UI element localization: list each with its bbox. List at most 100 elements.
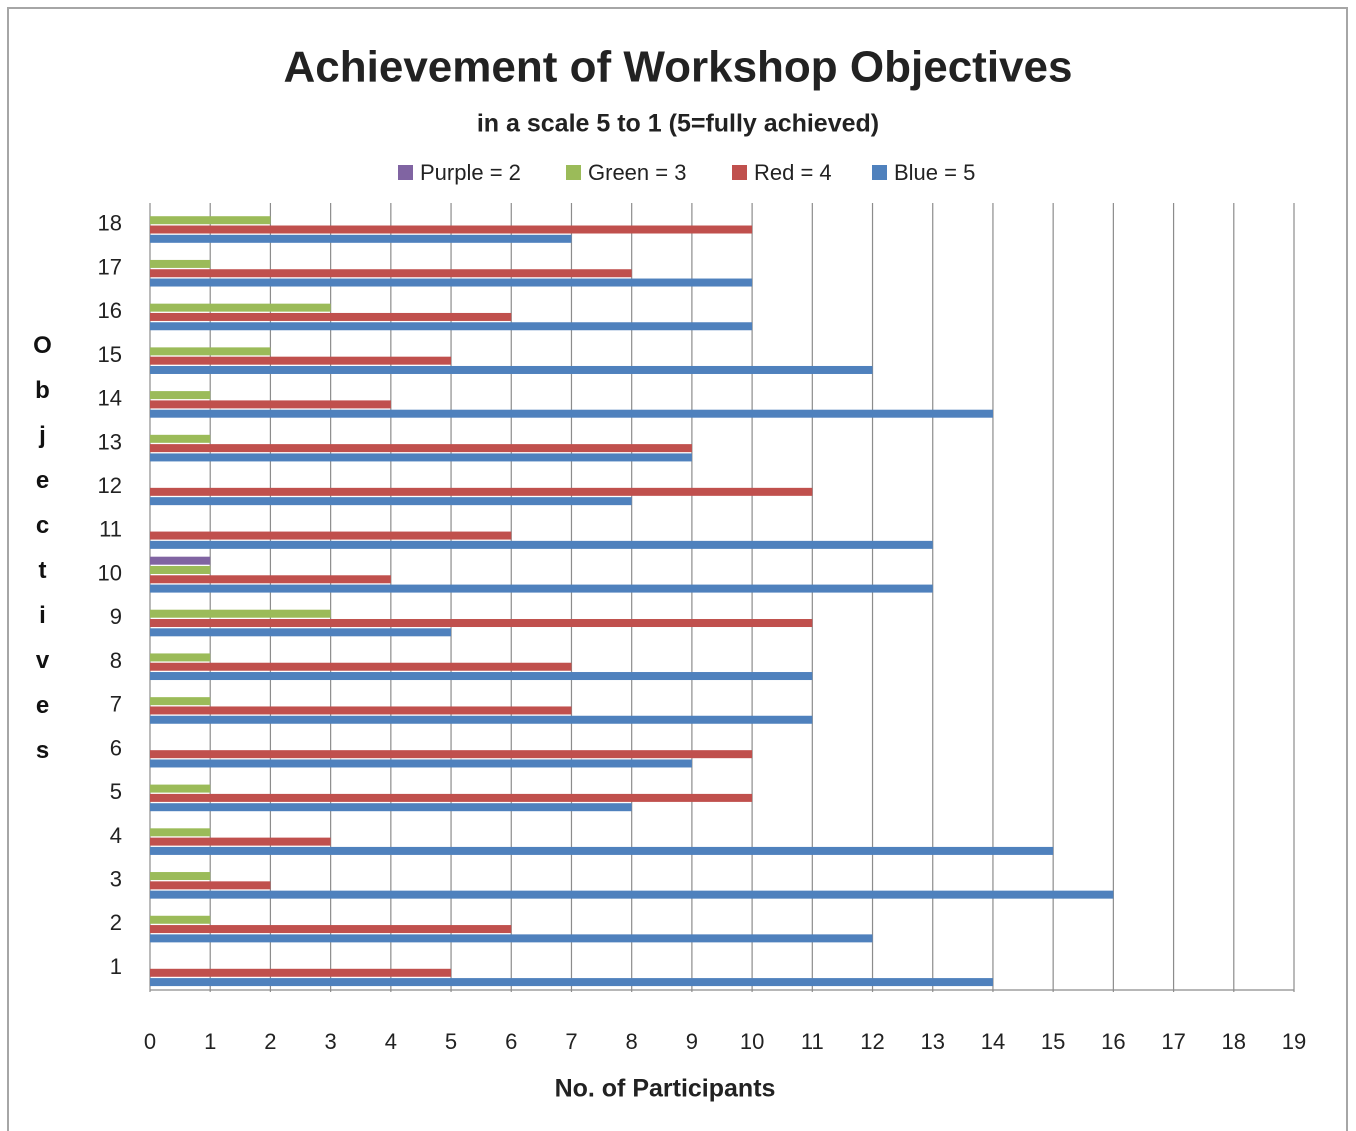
x-axis-title: No. of Participants (555, 1075, 776, 1103)
y-tick-label: 3 (110, 867, 122, 892)
y-tick-label: 15 (98, 342, 122, 367)
bar (150, 697, 211, 706)
x-tick-label: 10 (740, 1029, 764, 1054)
bar (150, 303, 331, 312)
y-axis-title: Objectives (29, 332, 56, 782)
bar (150, 391, 211, 400)
bar (150, 409, 993, 418)
y-tick-label: 6 (110, 735, 122, 760)
y-tick-label: 5 (110, 779, 122, 804)
bar (150, 434, 211, 443)
y-tick-label: 14 (98, 386, 122, 411)
y-tick-label: 4 (110, 823, 122, 848)
legend-label: Purple = 2 (420, 160, 521, 185)
bar (150, 672, 813, 681)
legend-swatch (732, 165, 747, 180)
bar (150, 347, 271, 356)
bar (150, 609, 331, 618)
bar (150, 278, 753, 287)
bar (150, 706, 572, 715)
legend-swatch (566, 165, 581, 180)
bar (150, 968, 452, 977)
bar (150, 803, 632, 812)
y-tick-label: 16 (98, 298, 122, 323)
bar (150, 453, 692, 462)
x-tick-label: 5 (445, 1029, 457, 1054)
chart-title: Achievement of Workshop Objectives (284, 43, 1073, 92)
x-tick-label: 16 (1101, 1029, 1125, 1054)
bar (150, 565, 211, 574)
y-tick-label: 2 (110, 910, 122, 935)
y-tick-label: 12 (98, 473, 122, 498)
bar (150, 400, 391, 409)
bar (150, 750, 753, 759)
bar (150, 312, 512, 321)
y-tick-label: 9 (110, 604, 122, 629)
bar (150, 793, 753, 802)
bar (150, 872, 211, 881)
bar (150, 216, 271, 225)
bar (150, 444, 692, 453)
bar (150, 628, 452, 637)
legend-swatch (872, 165, 887, 180)
y-tick-label: 7 (110, 692, 122, 717)
bar (150, 934, 873, 943)
chart-subtitle: in a scale 5 to 1 (5=fully achieved) (477, 110, 879, 138)
bar (150, 759, 692, 768)
x-tick-label: 6 (505, 1029, 517, 1054)
legend-label: Green = 3 (588, 160, 686, 185)
bar (150, 584, 933, 593)
bar (150, 881, 271, 890)
x-tick-label: 15 (1041, 1029, 1065, 1054)
x-tick-label: 9 (686, 1029, 698, 1054)
bar (150, 915, 211, 924)
bar (150, 540, 933, 549)
y-tick-label: 17 (98, 254, 122, 279)
bar (150, 487, 813, 496)
x-tick-label: 19 (1282, 1029, 1306, 1054)
legend-swatch (398, 165, 413, 180)
bar (150, 978, 993, 987)
x-tick-label: 13 (920, 1029, 944, 1054)
bar (150, 556, 211, 565)
bar (150, 365, 873, 374)
bar (150, 653, 211, 662)
y-tick-label: 18 (98, 211, 122, 236)
bar (150, 497, 632, 506)
x-tick-label: 17 (1161, 1029, 1185, 1054)
bar (150, 925, 512, 934)
bar (150, 619, 813, 628)
y-tick-label: 13 (98, 429, 122, 454)
bar (150, 715, 813, 724)
bar (150, 837, 331, 846)
x-tick-label: 12 (860, 1029, 884, 1054)
x-tick-label: 11 (801, 1029, 824, 1054)
bar (150, 575, 391, 584)
x-tick-label: 3 (325, 1029, 337, 1054)
bar (150, 269, 632, 278)
y-tick-label: 10 (98, 560, 122, 585)
bar (150, 662, 572, 671)
legend-label: Red = 4 (754, 160, 832, 185)
y-tick-label: 8 (110, 648, 122, 673)
x-tick-label: 8 (626, 1029, 638, 1054)
bar (150, 828, 211, 837)
x-tick-label: 0 (144, 1029, 156, 1054)
x-tick-label: 7 (565, 1029, 577, 1054)
bar (150, 356, 452, 365)
bar (150, 531, 512, 540)
bar (150, 846, 1054, 855)
chart-frame (7, 7, 1348, 1131)
x-tick-label: 18 (1222, 1029, 1246, 1054)
y-tick-label: 11 (99, 517, 122, 542)
bar (150, 890, 1114, 899)
bar (150, 259, 211, 268)
bar (150, 234, 572, 243)
x-tick-label: 2 (264, 1029, 276, 1054)
x-tick-label: 4 (385, 1029, 397, 1054)
x-tick-label: 1 (204, 1029, 216, 1054)
bar (150, 784, 211, 793)
bar (150, 225, 753, 234)
